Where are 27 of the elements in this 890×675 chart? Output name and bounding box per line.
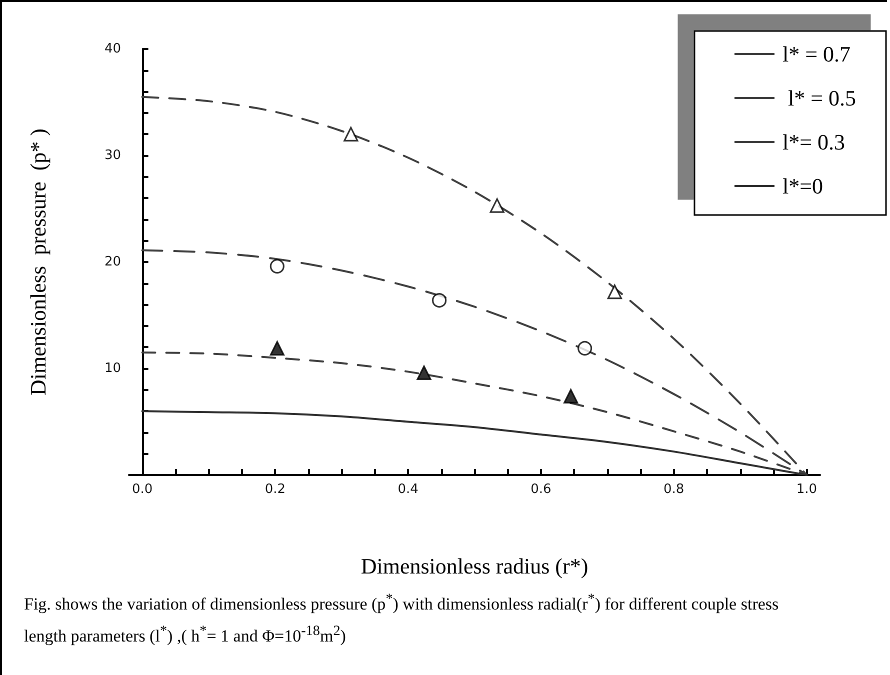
point [564,388,578,404]
legend-label: l*= 0.3 [782,130,846,154]
point [270,340,284,356]
x-tick-label: 0.4 [398,482,418,497]
legend-label: l* = 0.5 [782,86,856,110]
legend-label: l*=0 [782,174,824,198]
x-tick-label: 0.2 [264,482,286,497]
point [270,258,284,274]
y-tick-label: 40 [104,42,121,56]
text: Fig. shows the variation of dimensionless pressure (p$^{*}$) with dimensionless radial(r$^{*}$) for different couple stress length parameters (l$^{*}$) ,( h$^{*}$= 1 and Φ=10$^{-18}$m$^{2}$) [24,591,779,646]
y-axis-title: Dimensionless pressure (p* ) [26,128,50,396]
point [416,365,432,380]
point [344,126,358,142]
y-tick-label: 20 [104,254,121,270]
legend-label: l* = 0.7 [782,42,851,66]
point [490,198,504,213]
point [578,340,592,356]
y-tick-label: 30 [104,148,121,163]
x-tick-label: 0.0 [132,482,153,497]
x-tick-label: 0.8 [663,482,684,497]
line-series [141,410,808,476]
point [607,284,622,300]
x-tick-label: 0.6 [530,482,552,497]
x-axis-title: Dimensionless radius (r*) [360,554,588,578]
y-tick-label: 10 [104,361,121,376]
x-tick-label: 1.0 [796,482,818,497]
point [432,293,447,308]
